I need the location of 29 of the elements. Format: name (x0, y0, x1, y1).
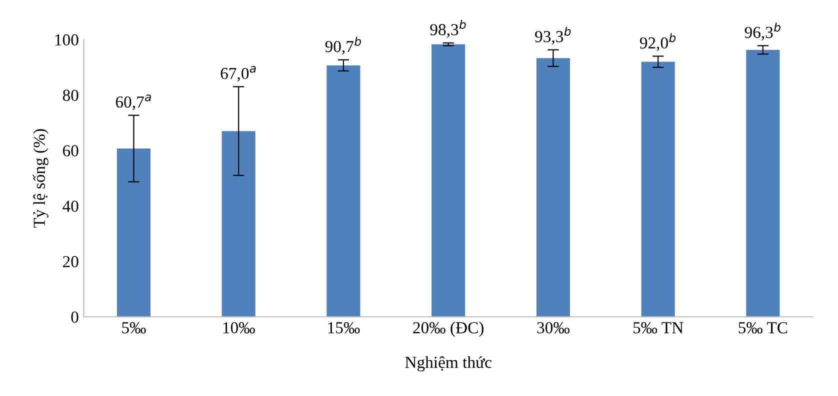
x-tick-label: 30‰ (537, 322, 570, 334)
y-tick-label: 20 (63, 256, 78, 268)
data-label: 90,7$^{b}$ (325, 36, 361, 55)
bar (641, 62, 675, 317)
x-axis-title: Nghiệm thức (405, 356, 492, 372)
y-tick-label: 100 (55, 34, 78, 46)
data-label: 98,3$^{b}$ (430, 20, 466, 38)
data-label: 92,0$^{b}$ (640, 33, 676, 51)
y-axis-title: Tỷ lệ sống (%) (32, 129, 48, 228)
bar (326, 65, 360, 317)
y-tick-label: 40 (62, 200, 78, 212)
x-tick-label: 5‰ TN (633, 322, 684, 334)
y-tick-label: 60 (62, 145, 78, 156)
x-tick-label: 10‰ (223, 322, 255, 334)
data-label: 96,3$^{b}$ (744, 22, 780, 40)
bar (222, 131, 256, 317)
x-tick-label: 5‰ TC (738, 322, 788, 334)
data-label: 60,7$^{a}$ (116, 94, 151, 110)
x-tick-label: 20‰ (ĐC) (413, 322, 484, 337)
bar (432, 44, 466, 317)
data-label: 93,3$^{b}$ (535, 26, 571, 45)
x-tick-label: 5‰ (122, 322, 146, 334)
bar (746, 50, 780, 317)
bar (536, 58, 570, 317)
x-tick-label: 15‰ (328, 322, 360, 334)
bar (116, 148, 150, 317)
data-label: 67,0$^{a}$ (220, 66, 256, 82)
y-tick-label: 0 (71, 312, 78, 323)
y-tick-label: 80 (62, 90, 78, 101)
